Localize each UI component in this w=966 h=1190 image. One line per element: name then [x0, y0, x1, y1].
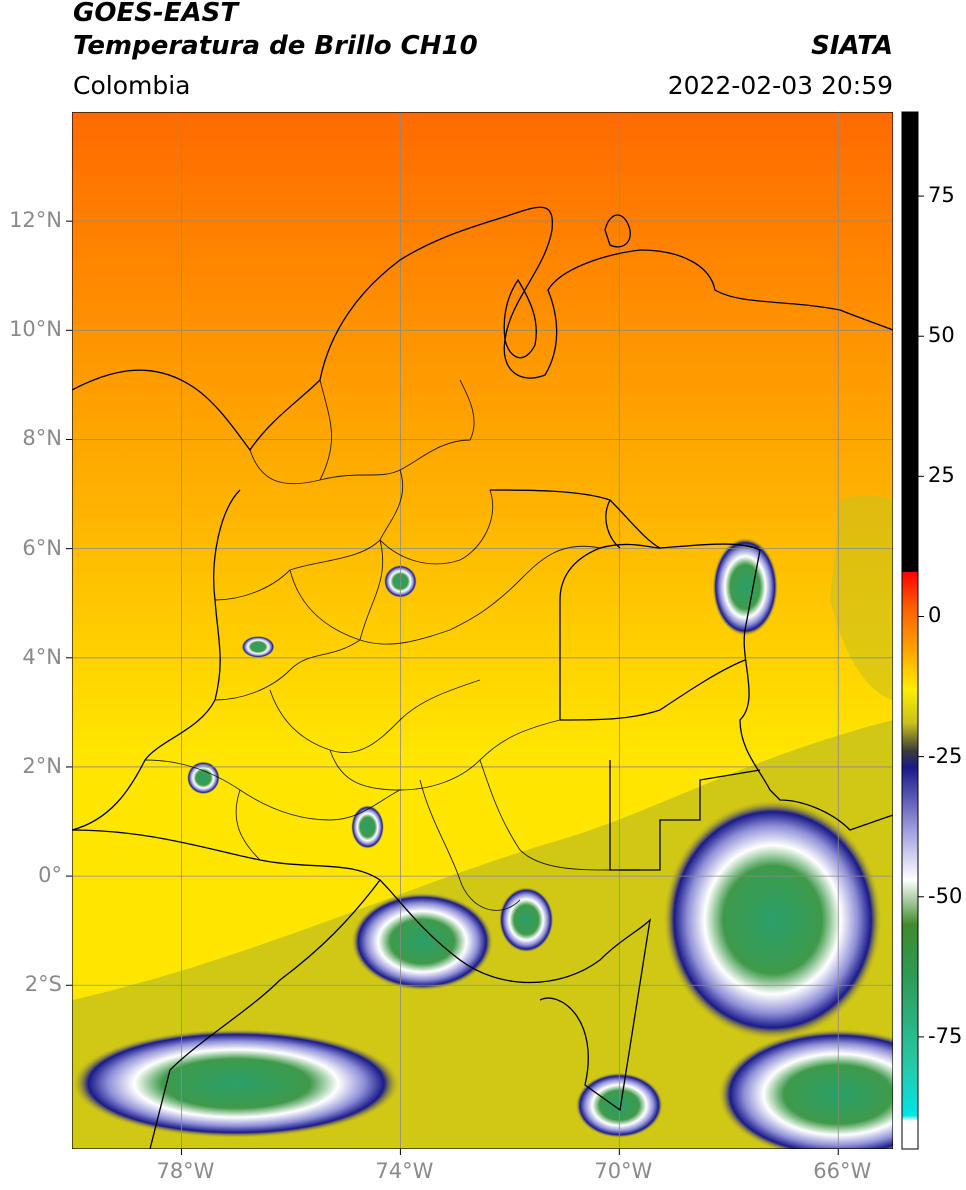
colombia-south-border	[72, 829, 651, 1112]
peru-ecuador-line	[149, 879, 381, 1149]
lat-tick-label: 4°N	[22, 644, 62, 669]
axis-ticks	[66, 220, 839, 1155]
cloud-cluster	[351, 805, 384, 849]
cloud-cluster	[717, 1028, 893, 1149]
lat-tick-label: 2°N	[22, 753, 62, 778]
lat-tick-label: 8°N	[22, 426, 62, 451]
paraguana	[604, 214, 631, 248]
cloud-cluster	[712, 537, 779, 636]
colombia-caribbean-coast	[72, 206, 893, 452]
cloud-cluster	[72, 1028, 401, 1139]
cloud-clusters	[72, 537, 893, 1149]
region-label: Colombia	[73, 71, 191, 100]
olive-patch-east	[830, 495, 893, 700]
department-borders	[144, 379, 611, 911]
lon-tick-label: 70°W	[594, 1159, 653, 1183]
colorbar	[901, 111, 924, 1150]
departments	[144, 379, 611, 911]
coastlines-borders	[72, 206, 893, 1149]
map-field	[72, 112, 893, 1149]
lon-tick-label: 78°W	[156, 1159, 215, 1183]
datetime-label: 2022-02-03 20:59	[667, 71, 893, 100]
lat-tick-label: 6°N	[22, 535, 62, 560]
lon-tick-label: 66°W	[813, 1159, 872, 1183]
colorbar-tick-label: -50	[928, 883, 963, 908]
cloud-cluster	[498, 887, 554, 953]
orinoco-border	[620, 769, 761, 871]
colorbar-tick-label: -25	[928, 743, 963, 768]
lat-tick-label: 12°N	[9, 208, 62, 233]
colorbar-ticks	[918, 195, 924, 1038]
colorbar-scale	[901, 111, 919, 1150]
lat-tick-label: 10°N	[9, 317, 62, 342]
lon-tick-label: 74°W	[375, 1159, 434, 1183]
lat-tick-label: 2°S	[24, 972, 62, 997]
colombia-east-border	[489, 489, 893, 831]
lat-tick-label: 0°	[38, 863, 62, 888]
cloud-cluster	[663, 799, 883, 1040]
colorbar-tick-label: 0	[928, 603, 942, 628]
cloud-cluster	[241, 635, 275, 658]
cloud-cluster	[186, 761, 220, 795]
satellite-title: GOES-EAST	[73, 0, 239, 28]
colorbar-tick-label: 75	[928, 183, 955, 208]
agency-label: SIATA	[811, 31, 893, 61]
product-title: Temperatura de Brillo CH10	[73, 31, 478, 61]
colorbar-tick-label: 50	[928, 323, 955, 348]
colorbar-tick-label: -75	[928, 1023, 963, 1048]
maracaibo-lake	[503, 278, 537, 359]
colorbar-tick-label: 25	[928, 463, 955, 488]
cloud-cluster	[351, 892, 494, 991]
